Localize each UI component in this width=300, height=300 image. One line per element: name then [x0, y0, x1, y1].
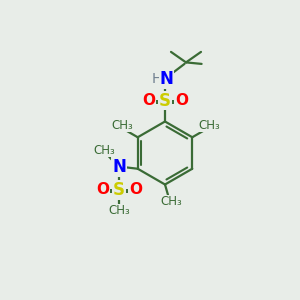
Text: O: O [129, 182, 142, 197]
Text: O: O [142, 93, 155, 108]
Text: N: N [160, 70, 173, 88]
Text: H: H [152, 72, 162, 86]
Text: CH₃: CH₃ [108, 204, 130, 217]
Text: S: S [113, 181, 125, 199]
Text: CH₃: CH₃ [198, 119, 220, 132]
Text: CH₃: CH₃ [111, 119, 133, 132]
Text: S: S [159, 92, 171, 110]
Text: CH₃: CH₃ [93, 144, 115, 157]
Text: O: O [175, 93, 188, 108]
Text: O: O [96, 182, 109, 197]
Text: N: N [112, 158, 126, 176]
Text: CH₃: CH₃ [160, 195, 182, 208]
